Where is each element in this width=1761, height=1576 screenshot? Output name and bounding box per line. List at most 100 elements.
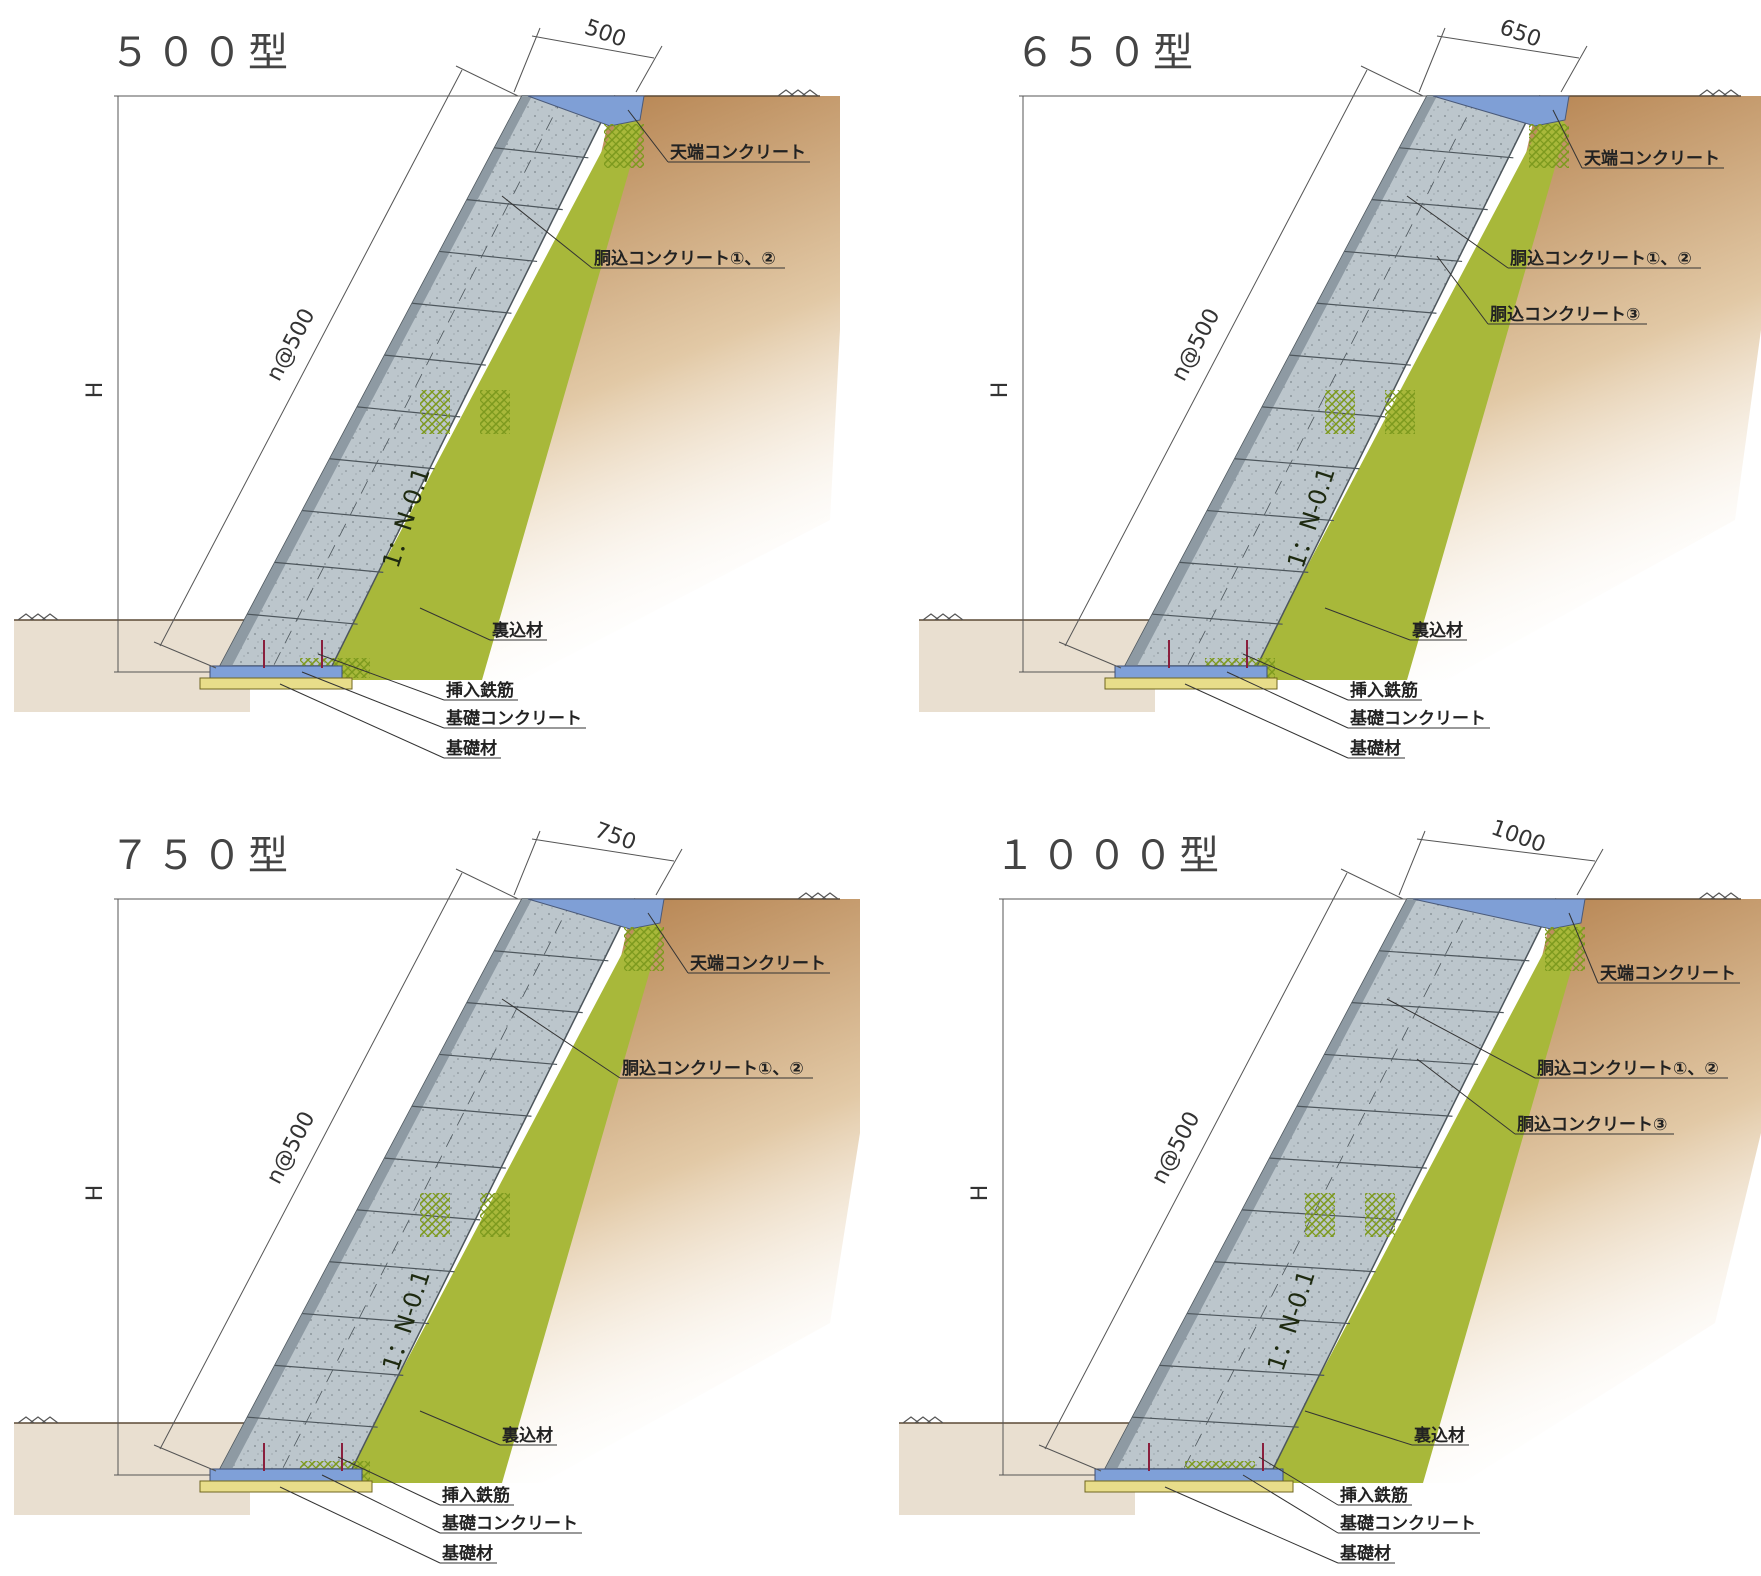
- panel-p750: Hn@5007501：N-0.1７５０型天端コンクリート胴込コンクリート①、②裏…: [14, 818, 860, 1564]
- block-joint: [274, 1364, 404, 1376]
- base-concrete: [209, 1468, 363, 1482]
- ground-hatch-low: [17, 1416, 59, 1424]
- leader-base: [301, 671, 445, 729]
- block-joint: [1132, 1416, 1299, 1428]
- panel-title: ５００型: [110, 30, 294, 76]
- leader-fill12: [501, 998, 621, 1079]
- ground-hatch-low: [922, 613, 964, 621]
- label-fill12: 胴込コンクリート①、②: [1537, 1059, 1719, 1079]
- block-inner-line: [1187, 95, 1478, 667]
- label-basemat: 基礎材: [441, 1543, 493, 1564]
- block-joint: [494, 147, 589, 159]
- label-fill12: 胴込コンクリート①、②: [594, 249, 776, 269]
- label-base: 基礎コンクリート: [1349, 708, 1486, 729]
- length-dim-ext-bottom: [1058, 641, 1122, 669]
- block-joint: [1372, 199, 1488, 211]
- label-back: 裏込材: [1411, 620, 1463, 641]
- wall-face: [220, 899, 532, 1469]
- block-inner-line: [1183, 898, 1474, 1470]
- ground-hatch-top: [797, 892, 839, 900]
- mesh-mid-b: [480, 1193, 510, 1237]
- height-label: H: [83, 1185, 108, 1202]
- block-joint: [384, 354, 486, 366]
- leader-fill12: [1406, 195, 1509, 269]
- panel-p500: Hn@5005001：N-0.1５００型天端コンクリート胴込コンクリート①、②裏…: [14, 15, 840, 759]
- length-dim-ext-bottom: [153, 1444, 217, 1472]
- label-back: 裏込材: [1413, 1425, 1465, 1446]
- wall-face: [1125, 96, 1437, 666]
- block-joint: [1207, 509, 1334, 522]
- backfill-material: [322, 96, 642, 680]
- leader-basemat: [1164, 1486, 1339, 1564]
- leader-fill12: [1386, 998, 1536, 1079]
- leader-top: [1568, 912, 1599, 984]
- panel-title: ６５０型: [1015, 30, 1199, 76]
- wall-face: [1105, 899, 1417, 1469]
- mesh-mid-b: [1385, 390, 1415, 434]
- block-joint: [1179, 561, 1309, 573]
- width-label: 500: [581, 15, 629, 53]
- ground-hatch-low: [17, 613, 59, 621]
- label-basemat: 基礎材: [1339, 1543, 1391, 1564]
- leader-base: [1242, 1474, 1339, 1534]
- block-joint: [1262, 406, 1386, 418]
- mesh-mid-b: [480, 390, 510, 434]
- label-base: 基礎コンクリート: [1339, 1513, 1476, 1534]
- mesh-mid-a: [420, 390, 450, 434]
- width-dim-ext-a: [513, 27, 541, 93]
- label-top: 天端コンクリート: [690, 953, 826, 974]
- block-joint: [302, 1312, 429, 1325]
- block-joint: [329, 1261, 455, 1273]
- leader-rebar: [337, 1456, 441, 1506]
- width-dim-ext-b: [1576, 848, 1604, 896]
- mesh-top: [1545, 927, 1585, 971]
- width-dim-ext-b: [635, 45, 663, 93]
- height-label: H: [968, 1185, 993, 1202]
- retained-soil: [1423, 899, 1761, 1483]
- block-joint: [1152, 613, 1283, 625]
- ground-hatch-top: [777, 89, 819, 97]
- block-joint: [439, 250, 538, 263]
- spacing-label: n@500: [262, 305, 320, 386]
- wall-face: [220, 96, 532, 666]
- width-dim-line: [1416, 838, 1596, 862]
- length-dim-ext-top: [455, 65, 519, 97]
- label-base: 基礎コンクリート: [445, 708, 582, 729]
- retained-soil: [1407, 96, 1761, 680]
- label-top: 天端コンクリート: [670, 142, 806, 163]
- block-joint: [1297, 1105, 1453, 1117]
- top-concrete: [1432, 95, 1570, 127]
- ground-hatch-top: [1698, 892, 1740, 900]
- leader-basemat: [279, 683, 445, 759]
- height-label: H: [988, 382, 1013, 399]
- length-dim-ext-top: [1360, 65, 1424, 97]
- block-joint: [1234, 458, 1360, 470]
- height-label: H: [83, 382, 108, 399]
- leader-rebar: [1242, 653, 1349, 701]
- width-label: 750: [591, 818, 639, 856]
- block-joint: [1399, 147, 1514, 159]
- leader-base: [321, 1474, 441, 1534]
- width-dim-ext-a: [1398, 830, 1426, 896]
- mesh-top: [604, 124, 644, 168]
- ground-hatch-top: [1698, 89, 1740, 97]
- block-joint: [1344, 250, 1463, 263]
- mesh-mid-b: [1365, 1193, 1395, 1237]
- leader-fill12: [501, 195, 593, 269]
- mesh-top: [624, 927, 664, 971]
- base-mat: [1104, 677, 1278, 690]
- panel-p1000: Hn@50010001：N-0.1１０００型天端コンクリート胴込コンクリート①、…: [899, 816, 1761, 1564]
- block-joint: [467, 199, 563, 211]
- length-dim-line: [159, 872, 463, 1450]
- label-rebar: 挿入鉄筋: [442, 1485, 510, 1506]
- block-joint: [1324, 1053, 1479, 1066]
- width-dim-line: [531, 35, 655, 59]
- block-joint: [247, 613, 358, 625]
- length-dim-line: [159, 69, 463, 647]
- block-joint: [1289, 354, 1411, 366]
- label-fill3: 胴込コンクリート③: [1490, 305, 1640, 325]
- leader-back: [419, 1410, 501, 1446]
- backfill-material: [1263, 899, 1583, 1483]
